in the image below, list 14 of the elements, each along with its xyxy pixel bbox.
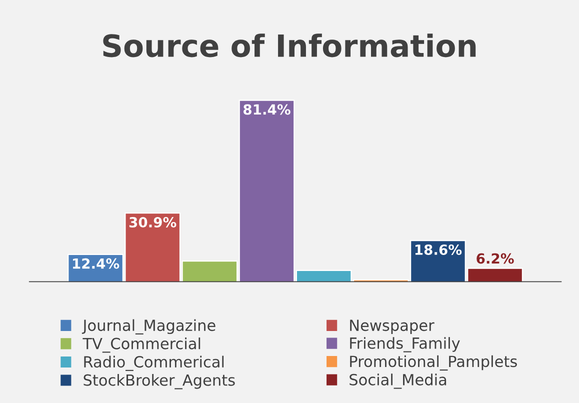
legend-label: Social_Media <box>350 374 446 389</box>
data-label: 30.9% <box>129 216 176 228</box>
data-label: 81.4% <box>244 104 290 115</box>
chart-title: Source of Information <box>103 34 476 58</box>
legend-label: Journal_Magazine <box>82 319 216 334</box>
legend-label: Newspaper <box>350 320 434 334</box>
data-label: 12.4% <box>73 258 120 269</box>
legend-label: StockBroker_Agents <box>84 374 235 390</box>
legend-label: Promotional_Pamplets <box>350 355 517 371</box>
legend-label: TV_Commercial <box>82 338 200 353</box>
legend-label: Friends_Family <box>350 337 460 352</box>
legend-label: Radio_Commerical <box>84 356 224 371</box>
data-label: 18.6% <box>415 244 462 255</box>
data-label: 6.2% <box>476 253 514 264</box>
